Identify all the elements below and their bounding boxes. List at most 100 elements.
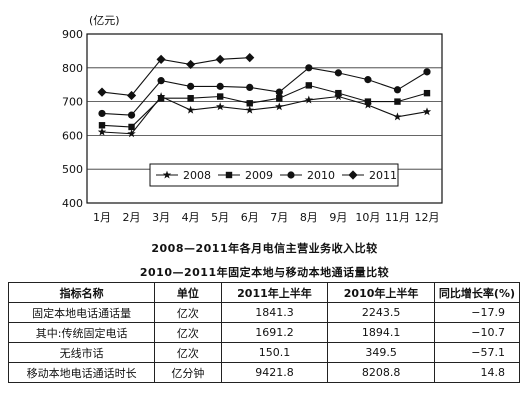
- cell-growth: −10.7: [433, 322, 521, 343]
- data-point: [305, 64, 313, 72]
- data-point: [364, 98, 372, 105]
- header-2011h1: 2011年上半年: [220, 282, 329, 303]
- series-line: [101, 67, 428, 116]
- table-row: 无线市话 亿次 150.1 349.5 −57.1: [7, 342, 521, 363]
- x-tick-label: 2月: [123, 211, 141, 224]
- y-tick-label: 800: [62, 62, 83, 75]
- data-point: [216, 82, 224, 90]
- series-2009: [98, 82, 431, 131]
- data-point: [187, 95, 194, 102]
- y-tick-label: 500: [62, 163, 83, 176]
- y-tick-label: 400: [62, 197, 83, 210]
- cell-2011h1: 1691.2: [220, 322, 329, 343]
- data-point: [275, 102, 284, 111]
- line-chart: 400 500 600 700 800 900 (亿元) 1月 2月 3月 4月 5月 6月 7月 8月 9月…: [62, 14, 443, 224]
- table-header-row: 指标名称 单位 2011年上半年 2010年上半年 同比增长率(%): [7, 282, 521, 303]
- cell-unit: 亿次: [154, 302, 222, 323]
- data-point: [215, 54, 225, 64]
- call-volume-table: 指标名称 单位 2011年上半年 2010年上半年 同比增长率(%) 固定本地电…: [7, 282, 521, 383]
- cell-2010h1: 8208.8: [327, 362, 435, 383]
- legend-item: 2009: [218, 169, 273, 182]
- cell-2010h1: 349.5: [327, 342, 435, 363]
- series-2010: [98, 64, 431, 119]
- cell-2010h1: 2243.5: [327, 302, 435, 323]
- table-title: 2010—2011年固定本地与移动本地通话量比较: [139, 266, 390, 279]
- header-unit: 单位: [154, 282, 222, 303]
- cell-2011h1: 1841.3: [220, 302, 329, 323]
- data-point: [127, 111, 136, 119]
- x-tick-label: 10月: [355, 211, 380, 224]
- data-point: [186, 105, 195, 114]
- data-point: [394, 98, 401, 105]
- series-2011: [97, 53, 255, 101]
- cell-indicator: 移动本地电话通话时长: [7, 362, 156, 383]
- data-point: [127, 129, 136, 138]
- legend-marker: [287, 171, 295, 179]
- legend-label: 2011: [369, 169, 397, 182]
- cell-2010h1: 1894.1: [327, 322, 435, 343]
- data-point: [335, 89, 342, 97]
- data-point: [334, 69, 342, 77]
- data-point: [187, 82, 195, 90]
- data-point: [304, 95, 313, 104]
- legend-marker: [225, 171, 233, 179]
- data-point: [97, 87, 107, 97]
- legend-item: 2008: [156, 169, 211, 182]
- legend-box: [149, 163, 399, 187]
- header-growth: 同比增长率(%): [433, 282, 521, 303]
- data-point: [423, 89, 431, 97]
- plot-frame: [86, 33, 443, 204]
- x-tick-label: 7月: [270, 211, 288, 224]
- cell-unit: 亿次: [154, 342, 222, 363]
- data-point: [423, 68, 431, 76]
- cell-unit: 亿分钟: [154, 362, 222, 383]
- table-row: 固定本地电话通话量 亿次 1841.3 2243.5 −17.9: [7, 302, 521, 323]
- header-indicator: 指标名称: [7, 282, 156, 303]
- x-tick-label: 11月: [385, 211, 410, 224]
- x-tick-label: 3月: [152, 211, 170, 224]
- cell-growth: −17.9: [433, 302, 521, 323]
- cell-2011h1: 150.1: [220, 342, 329, 363]
- legend-item: 2011: [342, 169, 397, 182]
- legend-label: 2008: [183, 169, 211, 182]
- data-point: [245, 53, 255, 63]
- cell-indicator: 其中:传统固定电话: [7, 322, 156, 343]
- y-tick-label: 700: [62, 96, 83, 109]
- cell-indicator: 固定本地电话通话量: [7, 302, 156, 323]
- data-point: [157, 77, 165, 85]
- series-line: [101, 84, 428, 128]
- legend-label: 2010: [307, 169, 335, 182]
- x-tick-label: 12月: [415, 211, 440, 224]
- header-2010h1: 2010年上半年: [327, 282, 435, 303]
- chart-title: 2008—2011年各月电信主营业务收入比较: [151, 242, 378, 255]
- table-row: 移动本地电话通话时长 亿分钟 9421.8 8208.8 14.8: [7, 362, 521, 383]
- table-row: 其中:传统固定电话 亿次 1691.2 1894.1 −10.7: [7, 322, 521, 343]
- data-point: [422, 107, 432, 116]
- x-tick-label: 9月: [329, 211, 347, 224]
- legend-marker: [348, 170, 358, 180]
- x-tick-label: 1月: [93, 211, 111, 224]
- cell-unit: 亿次: [154, 322, 222, 343]
- data-point: [156, 54, 166, 64]
- x-tick-label: 5月: [211, 211, 229, 224]
- series-2008: [97, 92, 432, 138]
- data-point: [98, 122, 106, 129]
- data-point: [393, 86, 402, 94]
- data-point: [364, 76, 372, 84]
- data-point: [186, 59, 196, 70]
- series-line: [101, 57, 250, 97]
- legend-item: 2010: [280, 169, 335, 182]
- data-point: [216, 93, 224, 100]
- data-point: [393, 112, 402, 121]
- data-point: [275, 88, 283, 96]
- y-axis-label: (亿元): [89, 14, 120, 27]
- data-point: [246, 100, 253, 107]
- data-point: [157, 95, 165, 102]
- data-point: [97, 127, 107, 136]
- cell-growth: −57.1: [433, 342, 521, 363]
- data-point: [305, 82, 313, 89]
- data-point: [246, 83, 254, 92]
- data-point: [276, 95, 283, 102]
- data-point: [98, 109, 106, 118]
- legend-label: 2009: [245, 169, 273, 182]
